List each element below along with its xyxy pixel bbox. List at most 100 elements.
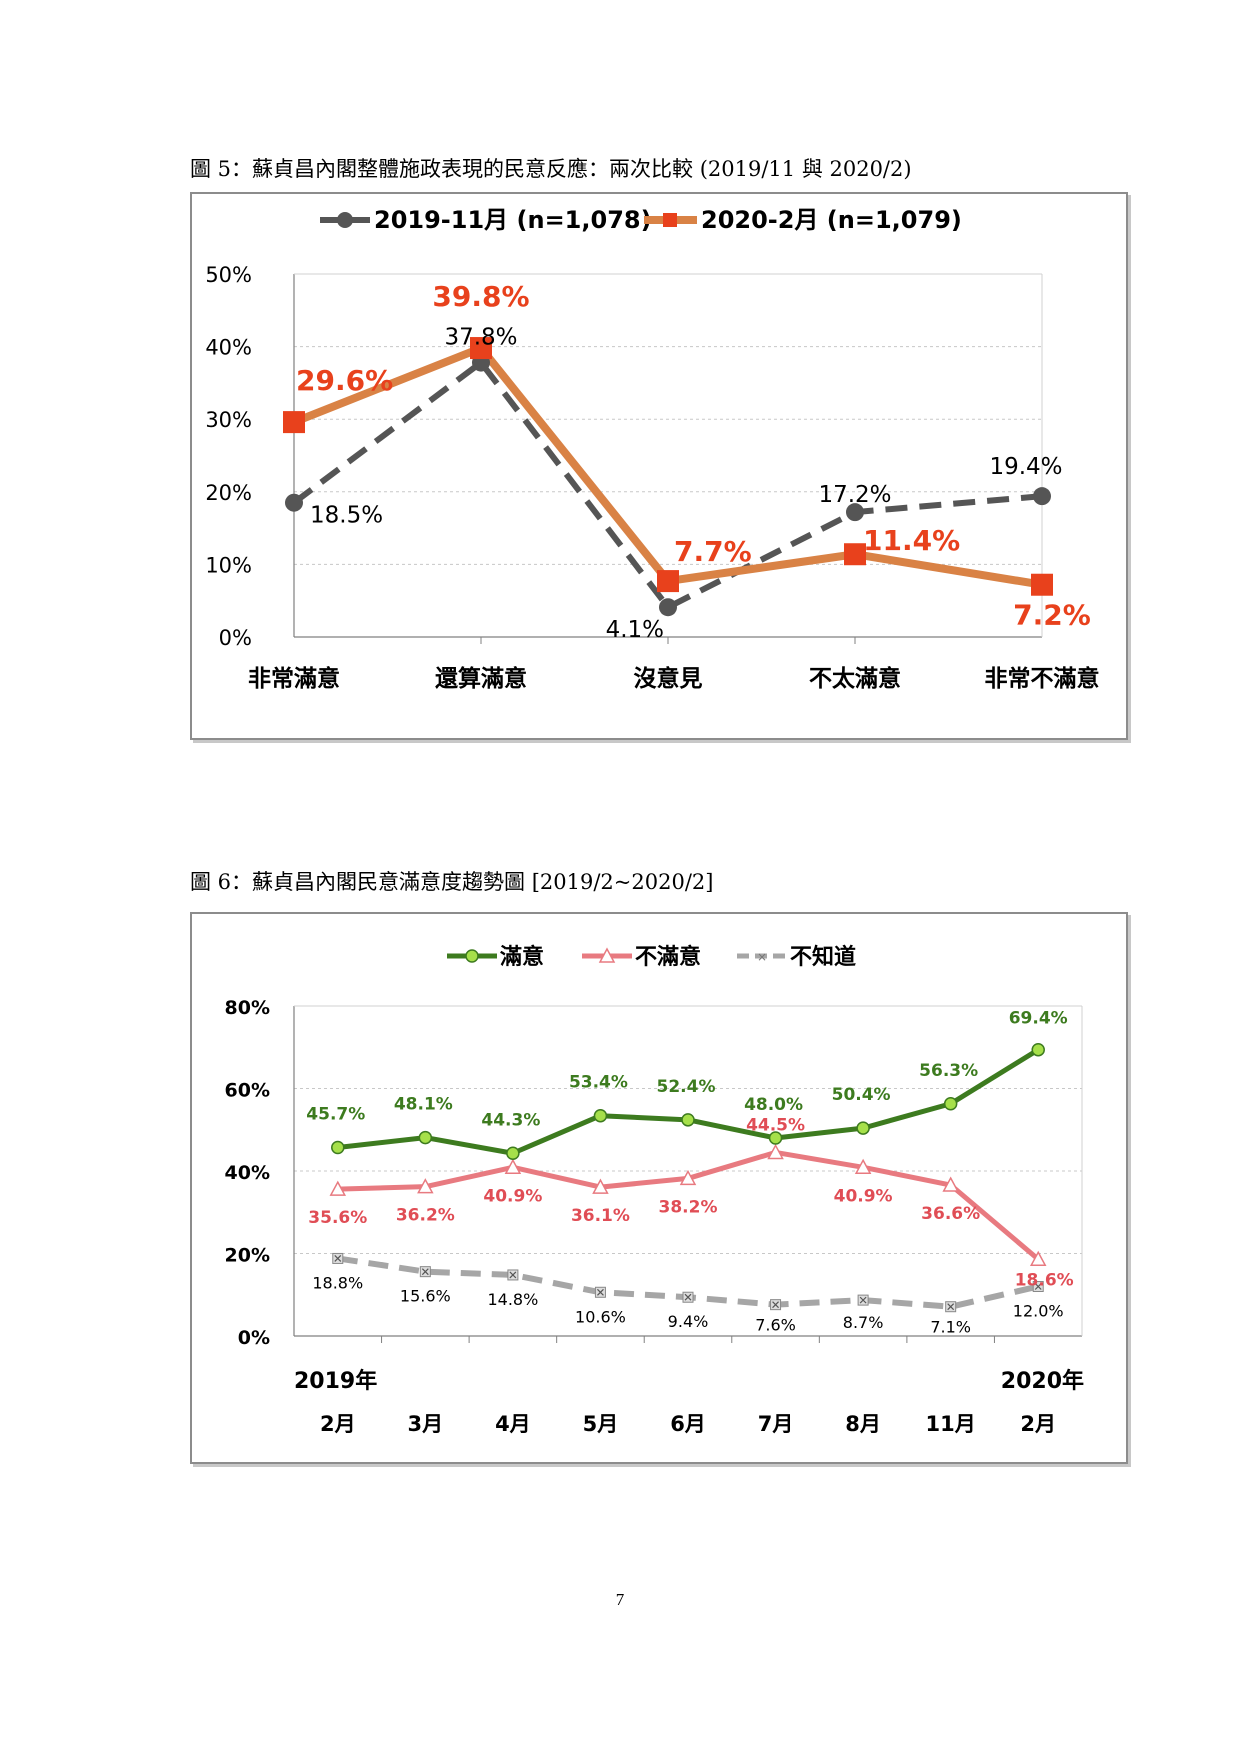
point-unknown-x [684,1293,692,1301]
point-dissatisfied [592,1178,609,1194]
data-label-dissatisfied: 44.5% [746,1115,805,1135]
legend-marker-dissatisfied [598,947,616,963]
figure5-caption: 圖 5：蘇貞昌內閣整體施政表現的民意反應：兩次比較 (2019/11 與 202… [190,157,912,181]
legend-marker-satisfied [465,949,479,963]
page-number: 7 [615,1590,625,1609]
point-unknown-x [1034,1283,1042,1290]
legend-marker-unknown: × [757,950,767,964]
point-dissatisfied [504,1158,522,1175]
point-unknown-x [334,1255,342,1262]
point-dissatisfied [942,1176,959,1192]
data-label-dissatisfied: 40.9% [483,1186,542,1206]
y-tick-label: 50% [205,263,252,287]
figure6-chart: 0% 20% 40% 60% 80% 2月 3月 4月 5月 6月 7月 8月 11月 2月 2019年 20… [190,912,1128,1464]
data-label-2019: 17.2% [818,482,891,508]
y-tick-label: 20% [205,481,252,505]
data-label-satisfied: 45.7% [306,1104,365,1124]
year-label: 2019年 [294,1368,377,1394]
data-label-unknown: 7.6% [755,1316,796,1335]
data-label-dissatisfied: 36.2% [396,1206,455,1226]
data-label-unknown: 15.6% [400,1287,451,1306]
data-label-2020: 39.8% [432,280,529,313]
data-label-satisfied: 52.4% [657,1077,716,1097]
point-satisfied [856,1121,870,1135]
x-tick-label: 11月 [926,1412,976,1436]
point-unknown-x [947,1303,955,1311]
figure6-svg: 0% 20% 40% 60% 80% 2月 3月 4月 5月 6月 7月 8月 11月 2月 2019年 20… [225,944,1084,1436]
point-unknown-x [772,1301,779,1309]
point-satisfied [331,1140,345,1155]
point-dissatisfied [1029,1250,1047,1267]
point-2020 [283,411,305,434]
y-tick-label: 30% [205,408,252,432]
data-label-unknown: 10.6% [575,1307,626,1326]
data-label-2019: 18.5% [310,503,383,529]
point-dissatisfied [329,1180,347,1196]
figure6-caption: 圖 6：蘇貞昌內閣民意滿意度趨勢圖 [2019/2~2020/2] [190,870,714,894]
point-unknown-x [597,1288,604,1296]
data-label-2020: 29.6% [296,364,393,397]
y-tick-label: 40% [205,336,252,360]
point-2019 [659,598,677,617]
figure5-svg: 0% 10% 20% 30% 40% 50% 非常滿意 還算滿意 沒意見 不太滿意 非常不滿意 201… [205,206,1100,692]
x-tick-label: 7月 [758,1412,794,1436]
y-tick-label: 0% [238,1327,270,1349]
point-satisfied [1031,1042,1045,1057]
data-label-satisfied: 50.4% [832,1085,891,1105]
legend-label-satisfied: 滿意 [500,944,544,970]
point-unknown-x [509,1271,517,1279]
legend-label-dissatisfied: 不滿意 [635,944,701,970]
point-dissatisfied [679,1169,697,1186]
x-tick-label: 不太滿意 [809,665,901,692]
data-label-dissatisfied: 36.6% [921,1204,980,1224]
point-satisfied [506,1146,520,1161]
x-tick-label: 5月 [583,1412,619,1436]
legend-marker-2020 [663,213,677,227]
point-2019 [285,493,303,512]
x-tick-label: 8月 [845,1412,881,1436]
point-2020 [844,543,866,566]
x-tick-label: 沒意見 [634,665,703,692]
legend-label-2020: 2020-2月 (n=1,079) [701,206,962,234]
data-label-satisfied: 44.3% [481,1110,540,1130]
data-label-unknown: 7.1% [930,1318,971,1337]
data-label-unknown: 14.8% [487,1290,538,1309]
x-tick-label: 6月 [670,1412,706,1436]
data-label-unknown: 12.0% [1013,1302,1064,1321]
point-2020 [470,337,492,360]
point-2019 [1033,487,1051,506]
x-tick-label: 4月 [495,1412,531,1436]
y-tick-label: 20% [225,1245,270,1267]
data-label-2020: 7.7% [674,535,752,568]
y-tick-label: 0% [219,626,252,650]
point-unknown-x [421,1268,429,1276]
legend-label-unknown: 不知道 [790,944,856,970]
point-dissatisfied [417,1178,434,1194]
x-tick-label: 2月 [320,1412,356,1436]
x-tick-label: 非常不滿意 [985,665,1100,692]
data-label-dissatisfied: 38.2% [659,1197,718,1217]
data-label-unknown: 18.8% [312,1273,363,1292]
point-dissatisfied [854,1158,872,1175]
y-tick-label: 10% [205,553,252,577]
data-label-dissatisfied: 18.6% [1015,1270,1074,1290]
data-label-2019: 19.4% [989,454,1062,480]
point-dissatisfied [767,1143,784,1160]
data-label-dissatisfied: 35.6% [308,1208,367,1228]
data-label-2020: 7.2% [1013,599,1091,632]
data-label-2020: 11.4% [863,524,960,557]
data-label-2019: 4.1% [606,617,664,643]
figure5-chart: 0% 10% 20% 30% 40% 50% 非常滿意 還算滿意 沒意見 不太滿意 非常不滿意 201… [190,192,1128,740]
x-tick-label: 還算滿意 [435,665,527,692]
x-tick-label: 非常滿意 [248,665,340,692]
y-tick-label: 40% [225,1162,270,1184]
x-tick-label: 2月 [1020,1412,1056,1436]
point-2020 [657,570,679,593]
data-label-2019: 37.8% [444,325,517,351]
x-tick-label: 3月 [408,1412,444,1436]
y-tick-label: 60% [225,1080,270,1102]
data-label-satisfied: 48.1% [394,1095,453,1115]
legend-marker-2019 [337,212,353,228]
data-label-satisfied: 48.0% [744,1095,803,1115]
point-satisfied [681,1113,695,1127]
